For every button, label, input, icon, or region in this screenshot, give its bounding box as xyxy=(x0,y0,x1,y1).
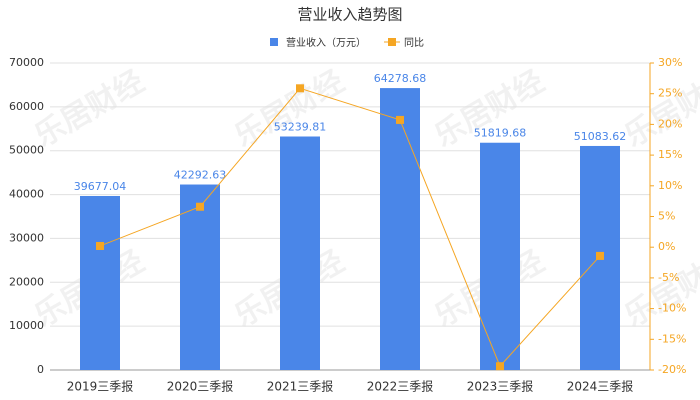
y2-tick-label: 10% xyxy=(658,179,682,192)
y-tick-label: 20000 xyxy=(9,275,44,288)
y2-tick-label: 0% xyxy=(658,240,675,253)
point xyxy=(396,115,404,124)
line xyxy=(99,87,601,368)
y2-tick-label: -20% xyxy=(658,363,686,376)
value-label: 51083.62 xyxy=(574,130,627,143)
x-tick-label: 2024三季报 xyxy=(567,379,634,394)
x-tick-label: 2021三季报 xyxy=(267,379,334,394)
y-tick-label: 70000 xyxy=(9,56,44,69)
y-tick-label: 30000 xyxy=(9,231,44,244)
value-label: 53239.81 xyxy=(274,121,327,134)
y-tick-label: 50000 xyxy=(9,144,44,157)
y2-tick-label: 15% xyxy=(658,148,682,161)
point xyxy=(296,84,304,93)
y2-tick-label: 25% xyxy=(658,87,682,100)
legend-swatch xyxy=(388,38,396,46)
value-label: 42292.63 xyxy=(174,169,227,182)
y-tick-label: 0 xyxy=(37,363,44,376)
watermark: 乐居财经 xyxy=(429,64,550,154)
y2-tick-label: 20% xyxy=(658,117,682,130)
bar xyxy=(280,136,320,370)
y2-tick-label: 5% xyxy=(658,210,675,223)
legend-label: 同比 xyxy=(404,37,424,49)
bar xyxy=(80,195,120,370)
watermark: 乐居财经 xyxy=(619,244,700,334)
y-tick-label: 60000 xyxy=(9,100,44,113)
x-tick-label: 2023三季报 xyxy=(467,379,534,394)
y2-tick-label: -5% xyxy=(658,271,679,284)
bar xyxy=(480,142,520,370)
y2-tick-label: -15% xyxy=(658,332,686,345)
x-tick-label: 2020三季报 xyxy=(167,379,234,394)
legend-label: 营业收入（万元） xyxy=(286,36,366,49)
chart-title: 营业收入趋势图 xyxy=(297,6,402,24)
y-tick-label: 10000 xyxy=(9,319,44,332)
point xyxy=(196,202,204,211)
point xyxy=(596,251,604,260)
bar xyxy=(180,184,220,370)
watermark: 乐居财经 xyxy=(29,64,150,154)
point xyxy=(96,241,104,250)
bar xyxy=(380,88,420,370)
x-tick-label: 2022三季报 xyxy=(367,379,434,394)
point xyxy=(496,362,504,371)
value-label: 51819.68 xyxy=(474,127,527,140)
value-label: 39677.04 xyxy=(74,180,127,193)
x-tick-label: 2019三季报 xyxy=(67,379,134,394)
y-tick-label: 40000 xyxy=(9,188,44,201)
watermark: 乐居财经 xyxy=(619,64,700,154)
value-label: 64278.68 xyxy=(374,72,427,85)
y2-tick-label: 30% xyxy=(658,56,682,69)
y2-tick-label: -10% xyxy=(658,302,686,315)
legend-swatch xyxy=(270,38,278,46)
